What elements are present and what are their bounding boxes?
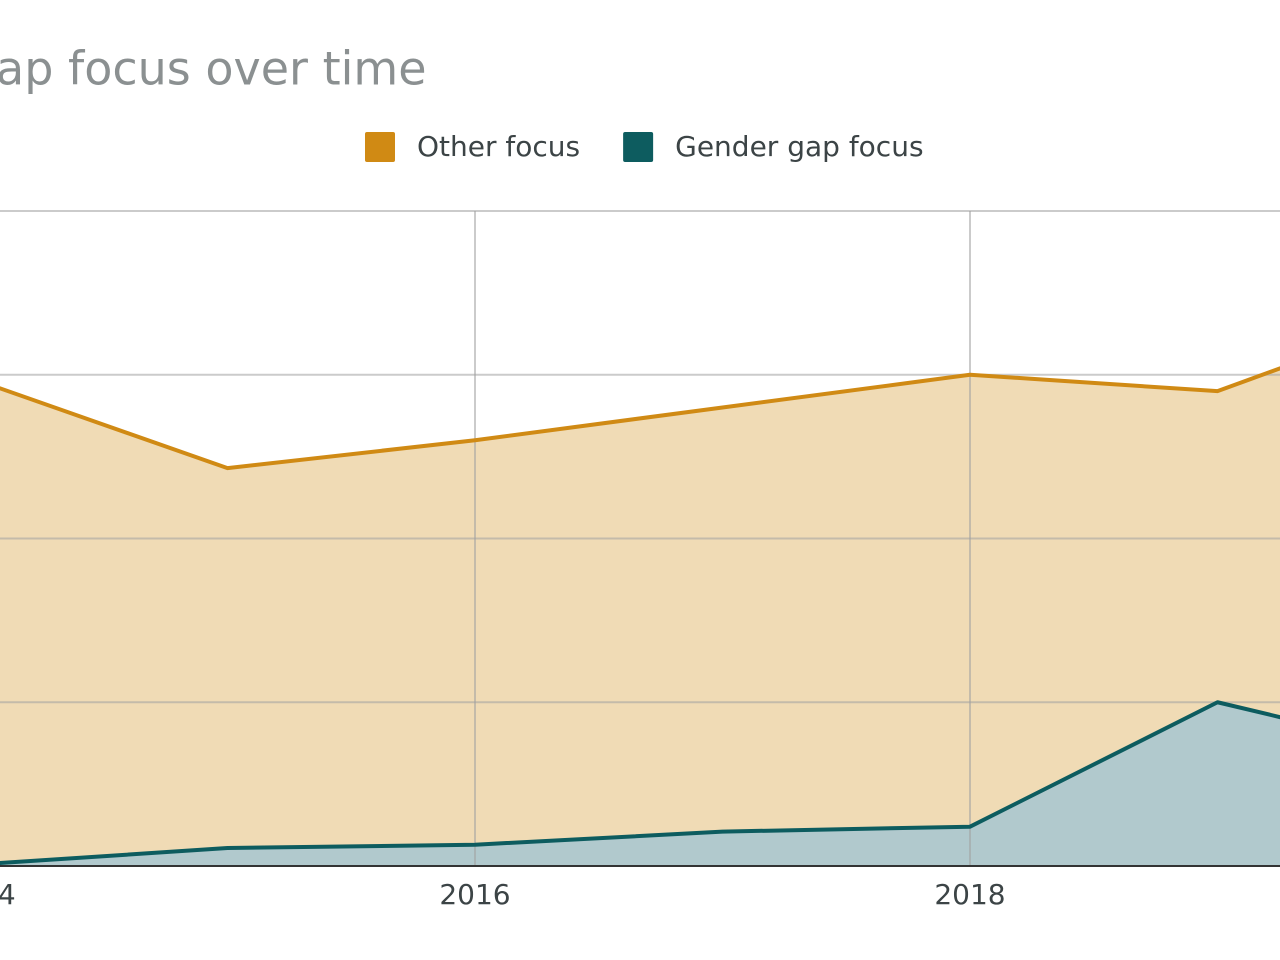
chart-title: ap focus over time: [0, 42, 427, 96]
series-line: [0, 366, 1280, 471]
area-fill: [0, 702, 1280, 866]
series-line: [0, 700, 1280, 866]
legend-swatch: [365, 132, 395, 162]
legend-swatch: [623, 132, 654, 162]
x-tick-label: 2014: [0, 878, 16, 911]
x-tick-label: 2018: [934, 878, 1005, 911]
legend-label: Other focus: [417, 130, 580, 163]
x-tick-label: 2016: [439, 878, 510, 911]
legend-label: Gender gap focus: [675, 130, 923, 163]
area-fill: [0, 368, 1280, 866]
